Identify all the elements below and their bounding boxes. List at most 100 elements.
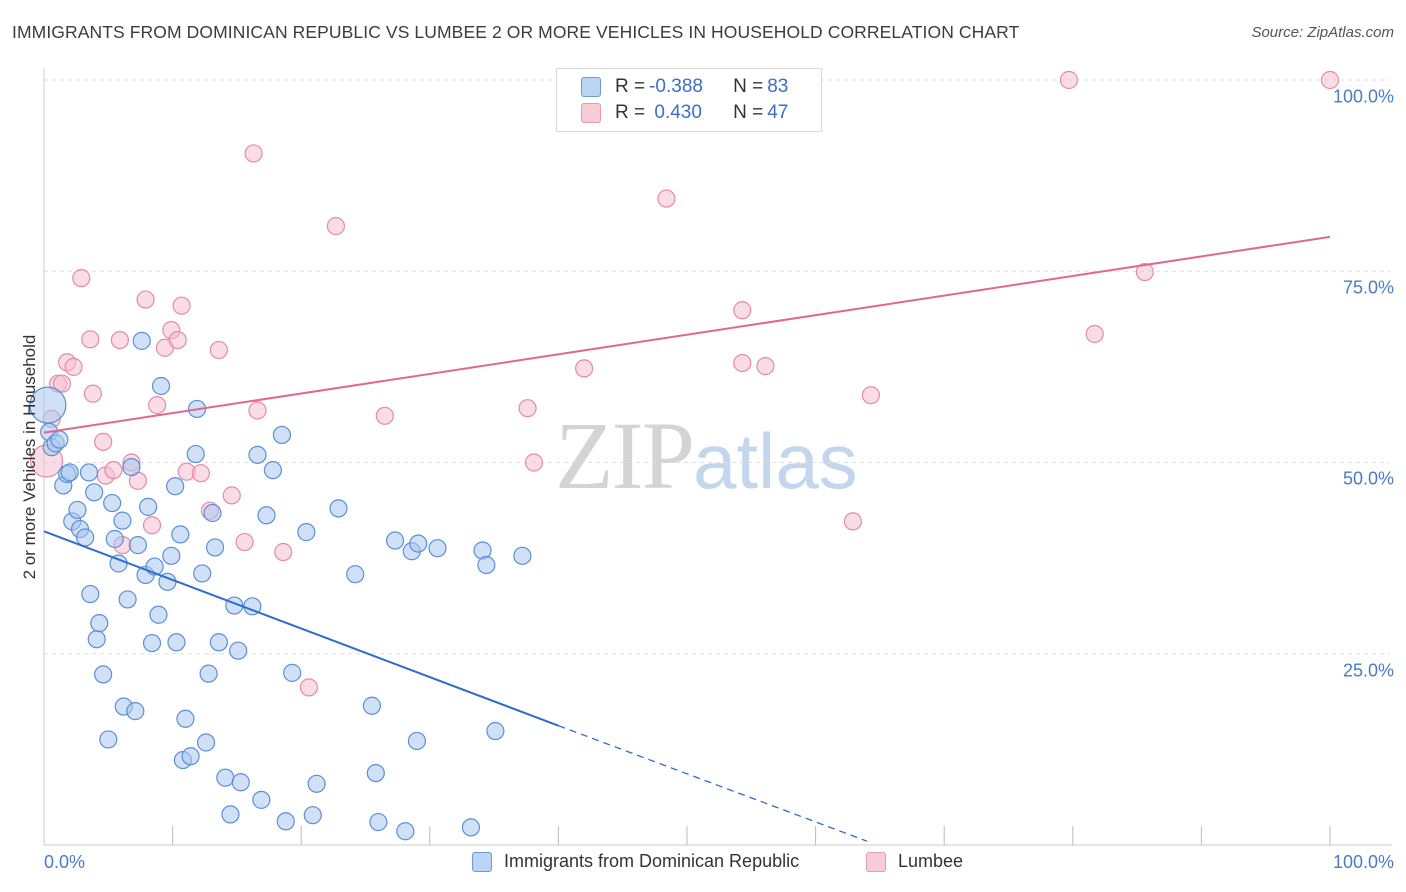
- data-point: [283, 663, 302, 682]
- data-point: [299, 678, 319, 697]
- trend-line-dominican-extension: [558, 725, 868, 842]
- data-point: [167, 633, 186, 652]
- data-point: [861, 386, 880, 405]
- data-point: [168, 331, 187, 350]
- data-point: [248, 445, 267, 464]
- data-point: [657, 189, 676, 208]
- x-tick-label-min: 0.0%: [44, 852, 86, 872]
- data-point: [477, 555, 496, 575]
- legend-label: Lumbee: [898, 851, 964, 871]
- data-point: [272, 425, 292, 445]
- data-point: [199, 664, 218, 683]
- r-label: R =: [615, 102, 646, 123]
- legend-item-lumbee[interactable]: Lumbee: [866, 851, 963, 872]
- legend-row-lumbee: R = 0.430 N = 47: [581, 100, 788, 126]
- data-point: [162, 546, 181, 565]
- data-point: [1135, 262, 1154, 282]
- data-point: [307, 774, 326, 793]
- n-value: 83: [767, 76, 789, 97]
- data-point: [297, 523, 316, 542]
- watermark-zip: ZIP: [555, 402, 695, 509]
- data-point: [346, 565, 365, 584]
- data-point: [50, 430, 69, 449]
- data-point: [94, 665, 113, 684]
- data-point: [81, 584, 100, 604]
- data-point: [142, 516, 162, 535]
- data-point: [843, 512, 862, 531]
- data-point: [105, 529, 124, 549]
- y-axis-label: 2 or more Vehicles in Household: [20, 334, 39, 580]
- data-point: [52, 374, 72, 393]
- n-label: N =: [733, 76, 764, 97]
- data-point: [126, 702, 145, 721]
- data-point: [276, 812, 295, 831]
- data-point: [209, 633, 228, 652]
- data-point: [248, 401, 267, 420]
- data-point: [203, 503, 222, 523]
- data-point: [407, 731, 427, 751]
- data-point: [136, 290, 155, 309]
- pink-swatch-icon: [581, 103, 601, 123]
- data-point: [103, 493, 122, 513]
- r-value: -0.388: [649, 76, 703, 97]
- data-point: [118, 590, 137, 609]
- watermark: ZIPatlas: [555, 400, 858, 511]
- dominican-points: [29, 331, 532, 841]
- data-point: [369, 812, 388, 832]
- legend-item-dominican[interactable]: Immigrants from Dominican Republic: [472, 851, 799, 872]
- data-point: [79, 463, 99, 482]
- data-point: [1320, 70, 1340, 90]
- data-point: [64, 357, 83, 376]
- data-point: [142, 633, 162, 653]
- data-point: [257, 506, 276, 525]
- data-point: [756, 357, 775, 376]
- data-point: [461, 818, 481, 837]
- data-point: [362, 696, 382, 715]
- data-point: [263, 461, 283, 480]
- data-point: [524, 453, 544, 472]
- r-label: R =: [615, 76, 646, 97]
- source-credit: Source: ZipAtlas.com: [1251, 24, 1394, 41]
- data-point: [375, 406, 394, 425]
- data-point: [193, 564, 212, 583]
- data-point: [274, 542, 293, 562]
- data-point: [196, 733, 216, 752]
- data-point: [513, 546, 532, 565]
- blue-swatch-icon: [581, 77, 601, 97]
- y-tick-label: 100.0%: [1332, 86, 1394, 107]
- data-point: [149, 605, 168, 624]
- data-point: [139, 497, 158, 516]
- data-point: [235, 532, 254, 552]
- data-point: [385, 531, 405, 550]
- data-point: [122, 457, 141, 477]
- data-point: [486, 721, 505, 741]
- data-point: [104, 461, 123, 480]
- chart-title: IMMIGRANTS FROM DOMINICAN REPUBLIC VS LU…: [12, 22, 1020, 42]
- data-point: [166, 477, 185, 496]
- data-point: [90, 614, 109, 633]
- data-point: [396, 822, 415, 841]
- trend-lines: [43, 235, 1331, 842]
- data-point: [409, 534, 428, 553]
- data-point: [733, 301, 752, 320]
- pink-swatch-icon: [866, 851, 886, 872]
- legend-row-dominican: R = -0.388 N = 83: [581, 74, 788, 100]
- x-tick-label-max: 100.0%: [1332, 852, 1394, 872]
- correlation-legend: R = -0.388 N = 83 R = 0.430 N = 47: [556, 68, 822, 132]
- data-point: [110, 331, 129, 350]
- data-point: [72, 269, 91, 288]
- data-point: [172, 296, 191, 315]
- data-point: [329, 499, 348, 518]
- data-point: [209, 340, 228, 360]
- data-point: [60, 463, 79, 482]
- data-point: [222, 486, 241, 505]
- data-point: [191, 464, 210, 483]
- data-point: [132, 331, 151, 350]
- data-point: [83, 384, 102, 403]
- data-point: [1085, 324, 1104, 344]
- data-point: [428, 539, 447, 558]
- data-point: [99, 730, 118, 749]
- data-point: [1059, 70, 1079, 90]
- watermark-atlas: atlas: [693, 417, 858, 505]
